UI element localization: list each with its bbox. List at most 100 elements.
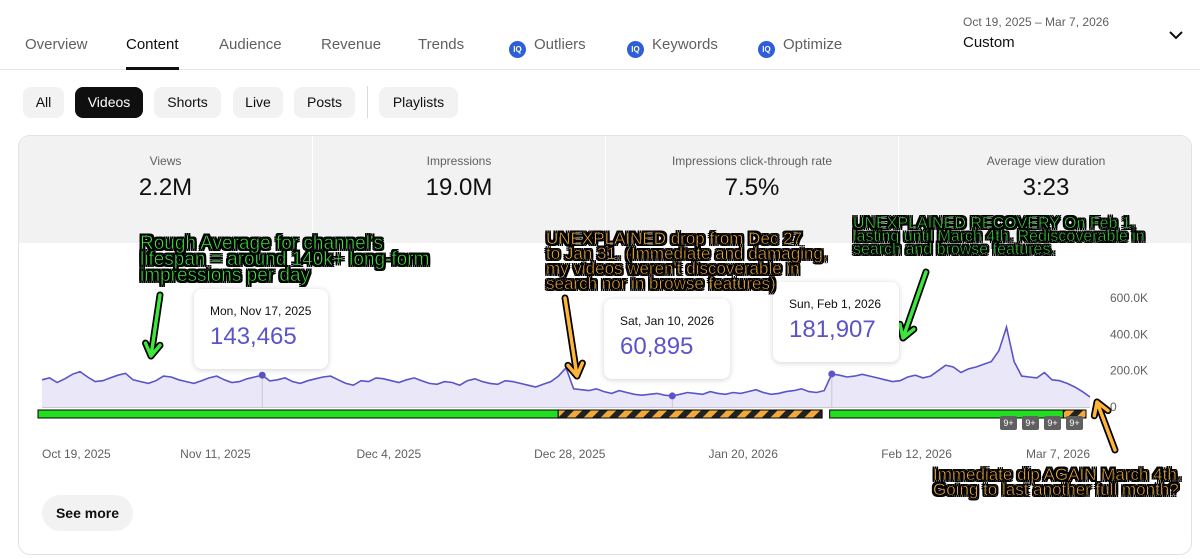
tooltip-date: Sat, Jan 10, 2026 (620, 314, 715, 328)
data-point-marker (258, 371, 266, 379)
status-period-discoverable (37, 409, 559, 419)
tab-keywords-label: Keywords (652, 36, 718, 53)
upload-count-badge[interactable]: 9+ (1066, 416, 1083, 430)
chip-shorts[interactable]: Shorts (154, 87, 221, 118)
upload-count-badge[interactable]: 9+ (1022, 416, 1039, 430)
badge-bg (1044, 416, 1061, 430)
see-more-button[interactable]: See more (42, 495, 133, 531)
metric-label: Impressions click-through rate (671, 154, 833, 168)
annotation-line: Going to last another full month? (933, 480, 1179, 499)
tooltip-feb-1: Sun, Feb 1, 2026 181,907 (773, 282, 899, 362)
tab-revenue[interactable]: Revenue (321, 36, 382, 53)
badge-label: 9+ (1025, 418, 1035, 428)
annotation-drop: UNEXPLAINED drop from Dec 27 to Jan 31. … (546, 229, 828, 293)
y-tick-label: 400.0K (1110, 327, 1148, 341)
annotation-line: Rough Average for channel's (140, 233, 384, 254)
date-preset-select[interactable]: Custom (963, 34, 1015, 51)
annotation-average: Rough Average for channel's lifespan = a… (140, 233, 430, 286)
annotation-line: lasting until March 4th. Rediscoverable … (853, 228, 1145, 245)
chip-divider (367, 86, 368, 118)
top-nav: Overview Content Audience Revenue Trends… (0, 0, 1200, 70)
metric-label: Views (149, 154, 182, 168)
tab-overview[interactable]: Overview (25, 36, 88, 53)
chevron-down-icon[interactable] (1166, 25, 1186, 45)
active-tab-indicator (126, 67, 179, 70)
tab-outliers[interactable]: IQ Outliers (509, 36, 586, 58)
arrow-recovery (896, 268, 930, 342)
badge-bg (1000, 416, 1017, 430)
x-tick-label: Dec 28, 2025 (534, 447, 606, 461)
metric-divider (605, 136, 606, 243)
metric-value: 7.5% (724, 174, 780, 201)
badge-bg (1066, 416, 1083, 430)
iq-icon: IQ (627, 41, 644, 58)
metric-label: Average view duration (986, 154, 1106, 168)
annotation-line: UNEXPLAINED drop from Dec 27 (546, 229, 803, 248)
metric-divider (312, 136, 313, 243)
metric-ctr[interactable]: Impressions click-through rate 7.5% (606, 136, 898, 243)
x-tick-label: Jan 20, 2026 (708, 447, 778, 461)
badge-bg (1022, 416, 1039, 430)
badge-label: 9+ (1047, 418, 1057, 428)
iq-icon: IQ (758, 41, 775, 58)
data-point-marker (828, 370, 836, 378)
tab-content[interactable]: Content (126, 36, 179, 53)
tooltip-date: Sun, Feb 1, 2026 (789, 297, 882, 311)
arrow-stroke (143, 293, 162, 358)
iq-icon: IQ (509, 41, 526, 58)
arrow-stroke (898, 270, 928, 340)
upload-count-badge[interactable]: 9+ (1044, 416, 1061, 430)
tab-optimize[interactable]: IQ Optimize (758, 36, 842, 58)
tab-trends[interactable]: Trends (418, 36, 465, 53)
metric-value: 3:23 (1022, 174, 1070, 201)
chip-live[interactable]: Live (233, 87, 283, 118)
metric-avg-view-duration[interactable]: Average view duration 3:23 (899, 136, 1191, 243)
annotation-line: lifespan = around 140k+ long-form (140, 249, 430, 270)
chip-videos[interactable]: Videos (75, 87, 143, 118)
date-range-label: Oct 19, 2025 – Mar 7, 2026 (963, 15, 1110, 29)
annotation-dip: Immediate dip AGAIN March 4th. Going to … (933, 465, 1182, 499)
tab-keywords[interactable]: IQ Keywords (627, 36, 718, 58)
chip-all[interactable]: All (23, 87, 64, 118)
annotation-line: impressions per day (140, 265, 311, 286)
arrow-stroke (563, 296, 585, 378)
arrow-stroke (1092, 400, 1117, 452)
upload-count-badge[interactable]: 9+ (1000, 416, 1017, 430)
y-tick-label: 0 (1110, 400, 1117, 414)
x-tick-label: Oct 19, 2025 (42, 447, 111, 461)
x-tick-label: Feb 12, 2026 (881, 447, 952, 461)
metric-divider (898, 136, 899, 243)
tooltip-jan-10: Sat, Jan 10, 2026 60,895 (604, 299, 730, 379)
chip-playlists[interactable]: Playlists (379, 87, 458, 118)
tooltip-date: Mon, Nov 17, 2025 (210, 304, 312, 318)
tab-optimize-label: Optimize (783, 36, 843, 53)
metric-views[interactable]: Views 2.2M (19, 136, 312, 243)
badge-label: 9+ (1003, 418, 1013, 428)
metric-value: 2.2M (138, 174, 193, 201)
x-tick-label: Mar 7, 2026 (1026, 447, 1090, 461)
chip-posts[interactable]: Posts (294, 87, 355, 118)
annotation-line: UNEXPLAINED RECOVERY On Feb 1, (853, 215, 1136, 232)
y-tick-label: 200.0K (1110, 364, 1148, 378)
tab-audience[interactable]: Audience (219, 36, 282, 53)
x-tick-label: Dec 4, 2025 (356, 447, 421, 461)
data-point-marker (668, 392, 676, 400)
annotation-line: Immediate dip AGAIN March 4th. (933, 465, 1182, 484)
tooltip-value: 60,895 (620, 333, 694, 360)
metric-label: Impressions (426, 154, 492, 168)
x-tick-label: Nov 11, 2025 (180, 447, 251, 461)
tooltip-value: 143,465 (210, 323, 297, 350)
analytics-card: Views 2.2M Impressions 19.0M Impressions… (18, 135, 1192, 555)
impressions-area (42, 327, 1090, 407)
badge-label: 9+ (1069, 418, 1079, 428)
annotation-line: my videos weren't discoverable in (546, 259, 800, 278)
tooltip-nov-17: Mon, Nov 17, 2025 143,465 (194, 289, 328, 369)
tab-outliers-label: Outliers (534, 36, 586, 53)
annotation-recovery: UNEXPLAINED RECOVERY On Feb 1, lasting u… (853, 215, 1145, 258)
y-tick-label: 600.0K (1110, 291, 1148, 305)
metric-impressions[interactable]: Impressions 19.0M (313, 136, 605, 243)
annotation-line: search nor in browse features) (546, 274, 776, 293)
arrow-dip (1090, 398, 1119, 454)
arrow-drop (561, 294, 586, 380)
